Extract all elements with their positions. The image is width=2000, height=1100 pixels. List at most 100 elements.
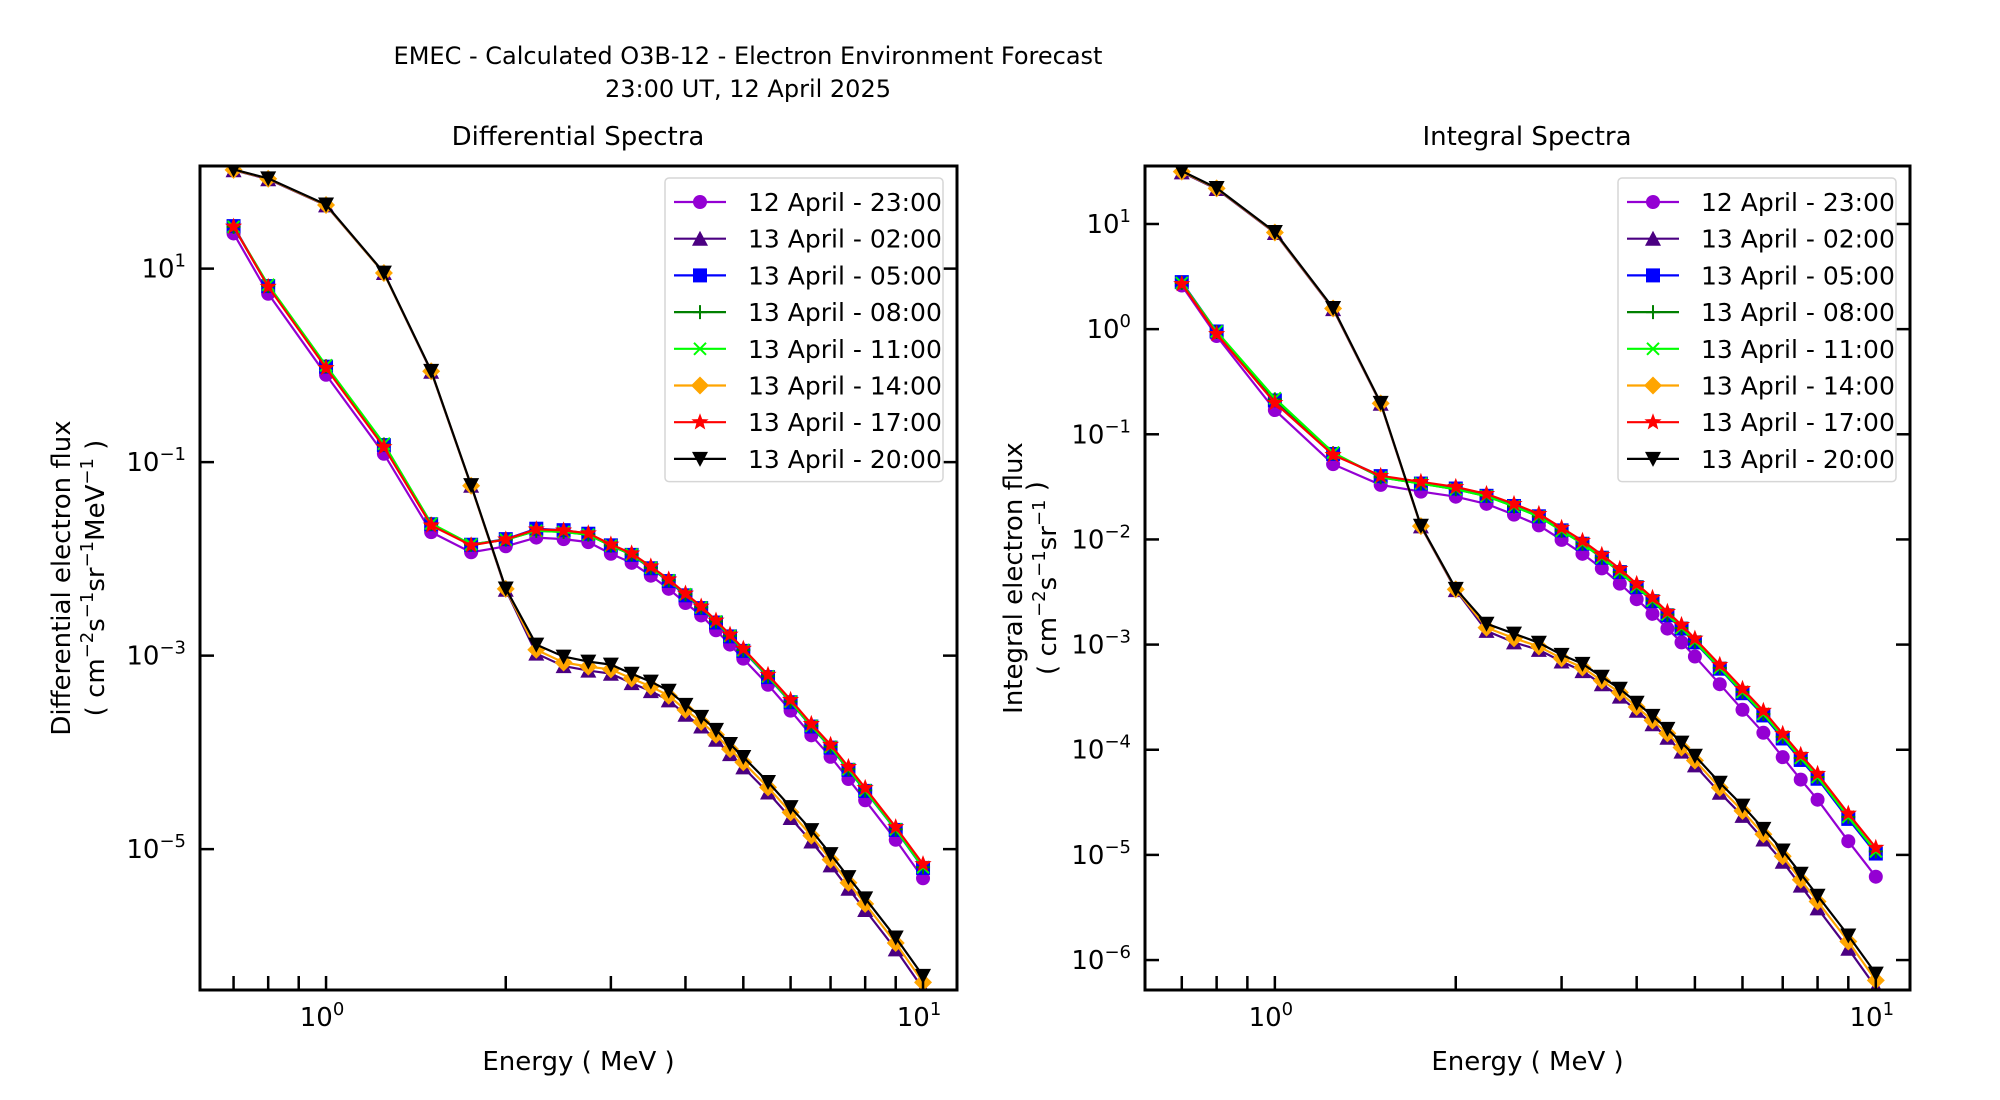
legend-label: 13 April - 08:00	[1701, 298, 1895, 327]
data-point	[1628, 695, 1645, 711]
legend-box	[664, 177, 944, 483]
legend-item: 13 April - 14:00	[674, 372, 942, 401]
data-point	[1658, 602, 1676, 620]
legend-item: 13 April - 11:00	[1627, 335, 1895, 364]
legend-label: 13 April - 14:00	[1701, 372, 1895, 401]
data-point	[260, 171, 277, 187]
data-point	[1687, 649, 1702, 664]
data-point	[1711, 775, 1728, 791]
legend-marker-circle-icon	[1646, 195, 1660, 209]
data-point	[1574, 656, 1591, 672]
legend-marker-plus-icon	[1646, 305, 1660, 320]
series-13-april-20-00	[1174, 166, 1884, 982]
data-point	[660, 570, 678, 587]
legend-label: 13 April - 05:00	[748, 261, 942, 290]
data-point	[1868, 869, 1883, 884]
legend-item: 13 April - 14:00	[1627, 372, 1895, 401]
data-point	[1174, 166, 1189, 180]
series-layer	[224, 166, 933, 990]
y-axis-units: ( cm−2s−1sr−1MeV−1 )	[77, 440, 111, 717]
legend-marker-plus-icon	[693, 305, 707, 320]
legend-marker-x-icon	[693, 342, 707, 356]
data-point	[1839, 804, 1857, 821]
data-point	[1611, 681, 1628, 697]
data-point	[1477, 484, 1496, 502]
data-point	[580, 654, 597, 670]
data-point	[375, 438, 393, 455]
x-axis-label: Energy ( MeV )	[482, 1047, 674, 1077]
legend-item: 13 April - 08:00	[674, 298, 942, 327]
data-point	[1173, 274, 1191, 292]
data-point	[822, 847, 839, 863]
x-tick-label: 100	[1249, 999, 1294, 1033]
data-point	[555, 521, 573, 538]
y-axis-label: Integral electron flux	[999, 442, 1029, 714]
legend-marker-diamond-icon	[691, 376, 709, 395]
data-point	[1686, 629, 1704, 646]
series-13-april-20-00	[227, 166, 932, 984]
data-point	[760, 775, 777, 791]
integral-spectra-plot: Integral Spectra 100 101 101 100 10−1 10−2 10−3…	[999, 122, 1912, 1077]
series-13-april-17-00	[225, 217, 932, 872]
legend-label: 13 April - 05:00	[1701, 261, 1895, 290]
legend-label: 13 April - 20:00	[748, 445, 942, 474]
legend-marker-star-icon	[691, 413, 709, 430]
legend-item: 13 April - 05:00	[674, 261, 942, 290]
data-point	[422, 516, 440, 533]
legend-item: 13 April - 17:00	[1627, 408, 1895, 437]
data-point	[1659, 721, 1676, 737]
data-point	[1505, 494, 1523, 512]
data-point	[1841, 834, 1856, 849]
axes-frame	[198, 164, 959, 992]
data-point	[1867, 838, 1885, 855]
legend-marker-circle-icon	[693, 195, 707, 209]
data-point	[1792, 745, 1810, 763]
data-point	[1755, 821, 1772, 837]
data-point	[1325, 300, 1342, 316]
data-point	[623, 544, 641, 561]
y-tick-label: 100	[1086, 311, 1131, 345]
data-point	[227, 166, 240, 178]
legend-label: 12 April - 23:00	[1701, 188, 1895, 217]
data-point	[914, 855, 932, 872]
data-point	[708, 722, 725, 738]
data-point	[1810, 792, 1825, 807]
data-point	[497, 581, 514, 597]
data-point	[259, 277, 277, 294]
data-point	[462, 536, 480, 553]
data-point	[1660, 621, 1675, 636]
x-tick-label: 101	[897, 999, 942, 1033]
data-point	[887, 818, 905, 835]
legend-marker-square-icon	[1646, 268, 1660, 283]
data-point	[1266, 393, 1284, 411]
data-point	[822, 735, 840, 752]
data-point	[528, 637, 545, 653]
data-point	[1643, 588, 1661, 605]
data-point	[423, 363, 440, 379]
data-point	[1809, 764, 1827, 781]
data-point	[317, 359, 335, 376]
figure-title-line-1: EMEC - Calculated O3B-12 - Electron Envi…	[394, 42, 1103, 70]
data-point	[692, 597, 710, 614]
data-point	[623, 666, 640, 682]
axes-frame	[1143, 164, 1912, 992]
y-tick-label: 10−3	[1071, 627, 1131, 661]
axes-title: Differential Spectra	[452, 122, 705, 152]
data-point	[1208, 324, 1226, 342]
data-point	[1593, 669, 1610, 685]
legend-label: 13 April - 02:00	[1701, 225, 1895, 254]
x-tick-label: 101	[1850, 999, 1895, 1033]
legend-label: 13 April - 14:00	[748, 372, 942, 401]
data-point	[642, 674, 659, 690]
data-point	[1478, 616, 1495, 632]
legend-marker-star-icon	[1644, 413, 1662, 430]
data-point	[225, 217, 243, 234]
differential-spectra-plot: Differential Spectra 100 101 101 10−1 10−3 10−…	[47, 122, 959, 1077]
y-tick-label: 10−6	[1071, 942, 1131, 976]
data-point	[1775, 750, 1790, 765]
legend-item: 13 April - 11:00	[674, 335, 942, 364]
data-point	[1447, 477, 1465, 495]
data-point	[722, 737, 739, 753]
data-point	[1266, 224, 1283, 240]
